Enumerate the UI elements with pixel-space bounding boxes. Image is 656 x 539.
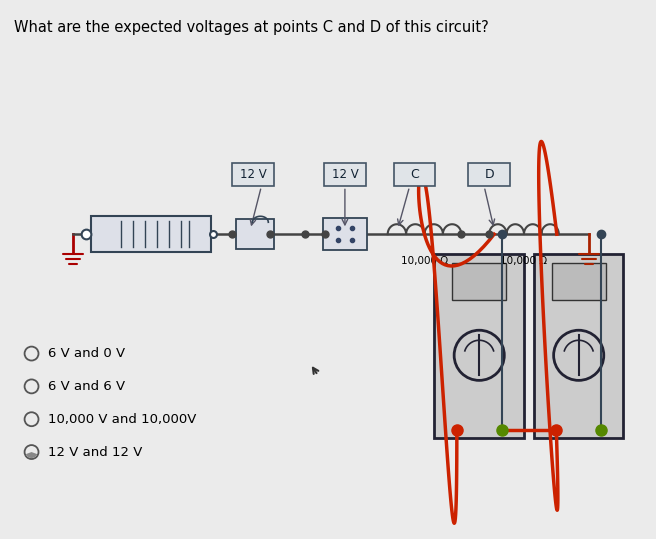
FancyBboxPatch shape bbox=[91, 216, 211, 252]
FancyBboxPatch shape bbox=[552, 263, 605, 300]
Text: 10,000 V and 10,000V: 10,000 V and 10,000V bbox=[49, 413, 197, 426]
Text: 6 V and 0 V: 6 V and 0 V bbox=[49, 347, 125, 360]
FancyBboxPatch shape bbox=[434, 254, 524, 438]
FancyBboxPatch shape bbox=[232, 163, 274, 186]
Text: What are the expected voltages at points C and D of this circuit?: What are the expected voltages at points… bbox=[14, 20, 488, 35]
Text: 12 V: 12 V bbox=[331, 168, 358, 181]
Text: D: D bbox=[484, 168, 494, 181]
Text: 10,000 Ω: 10,000 Ω bbox=[401, 256, 448, 266]
FancyBboxPatch shape bbox=[468, 163, 510, 186]
FancyBboxPatch shape bbox=[236, 219, 274, 249]
FancyBboxPatch shape bbox=[453, 263, 506, 300]
Wedge shape bbox=[26, 452, 37, 458]
FancyBboxPatch shape bbox=[394, 163, 436, 186]
Text: 10,000 Ω: 10,000 Ω bbox=[501, 256, 548, 266]
FancyBboxPatch shape bbox=[323, 218, 367, 250]
FancyBboxPatch shape bbox=[324, 163, 366, 186]
Text: C: C bbox=[410, 168, 419, 181]
Text: 12 V and 12 V: 12 V and 12 V bbox=[49, 446, 143, 459]
Text: 6 V and 6 V: 6 V and 6 V bbox=[49, 380, 125, 393]
Text: 12 V: 12 V bbox=[240, 168, 267, 181]
FancyBboxPatch shape bbox=[534, 254, 623, 438]
